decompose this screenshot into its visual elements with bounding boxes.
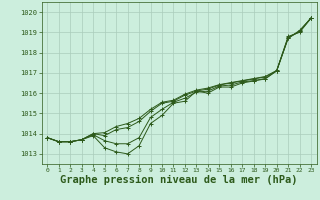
X-axis label: Graphe pression niveau de la mer (hPa): Graphe pression niveau de la mer (hPa)	[60, 175, 298, 185]
